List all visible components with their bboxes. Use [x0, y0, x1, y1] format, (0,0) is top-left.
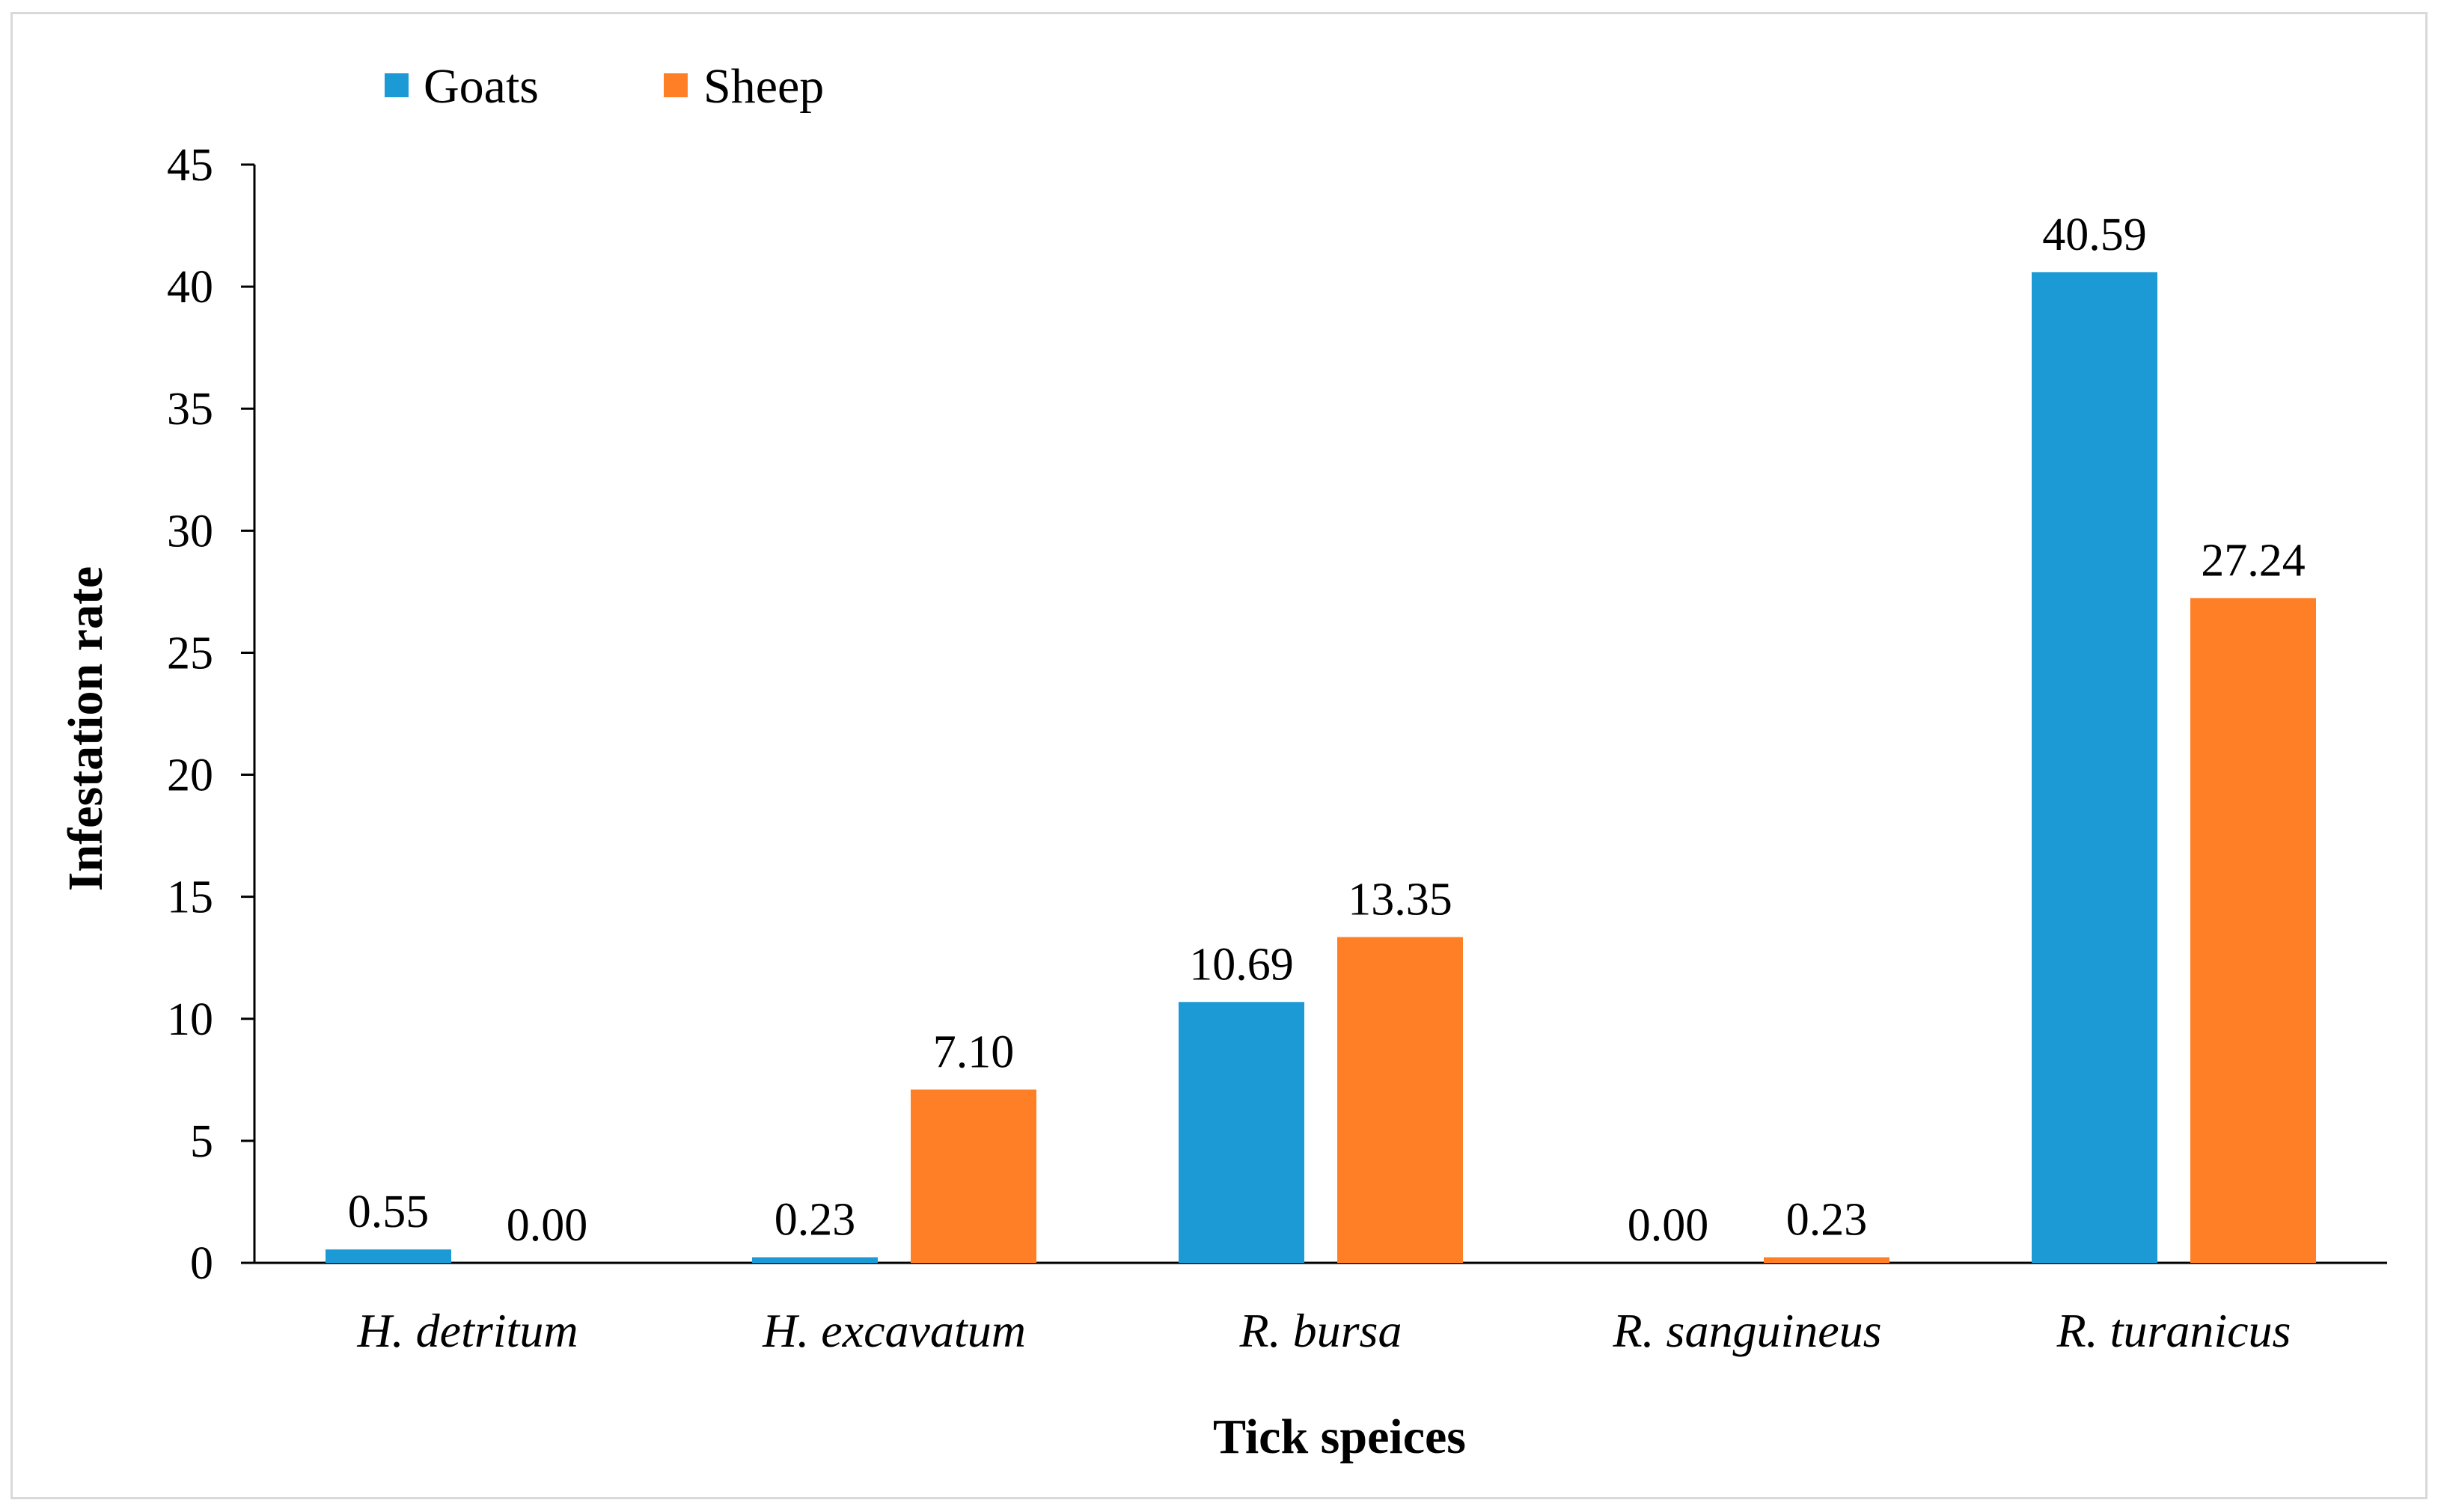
bars — [326, 272, 2316, 1263]
bar-sheep-1 — [911, 1089, 1036, 1263]
y-tick-label: 40 — [167, 262, 213, 313]
y-tick-label: 15 — [167, 872, 213, 923]
y-tick-label: 10 — [167, 994, 213, 1045]
axes — [253, 165, 2387, 1264]
data-label-sheep-1: 7.10 — [933, 1026, 1015, 1077]
y-tick-label: 5 — [190, 1116, 213, 1167]
data-labels: 0.55 0.00 0.23 7.10 10.69 13.35 0.00 0.23 40.59 2… — [348, 209, 2306, 1251]
data-label-goats-4: 40.59 — [2042, 209, 2147, 260]
data-label-goats-0: 0.55 — [348, 1187, 430, 1237]
y-axis-ticks: 0 5 10 15 20 25 30 35 40 45 — [167, 140, 254, 1289]
bar-sheep-2 — [1337, 937, 1463, 1263]
data-label-sheep-2: 13.35 — [1348, 874, 1452, 925]
bar-goats-4 — [2032, 272, 2157, 1263]
data-label-sheep-3: 0.23 — [1786, 1194, 1868, 1245]
x-axis-title: Tick speices — [1213, 1410, 1466, 1464]
data-label-sheep-0: 0.00 — [507, 1200, 588, 1251]
y-tick-label: 30 — [167, 506, 213, 557]
bar-sheep-4 — [2190, 598, 2316, 1263]
y-tick-label: 20 — [167, 750, 213, 801]
y-tick-label: 25 — [167, 628, 213, 679]
category-label: R. sanguineus — [1612, 1304, 1881, 1357]
legend-label-sheep: Sheep — [703, 59, 824, 114]
bar-goats-2 — [1179, 1002, 1304, 1263]
category-labels: H. detritum H. excavatum R. bursa R. sangui… — [356, 1304, 2291, 1357]
data-label-goats-1: 0.23 — [775, 1194, 856, 1245]
y-tick-label: 0 — [190, 1238, 213, 1289]
bar-goats-0 — [326, 1249, 451, 1263]
category-label: R. turanicus — [2056, 1304, 2291, 1357]
legend: Goats Sheep — [385, 59, 824, 114]
data-label-goats-3: 0.00 — [1628, 1200, 1709, 1251]
category-label: H. detritum — [356, 1304, 578, 1357]
y-tick-label: 35 — [167, 384, 213, 435]
category-label: R. bursa — [1239, 1304, 1402, 1357]
y-axis-title: Infestation rate — [58, 566, 113, 891]
legend-label-goats: Goats — [424, 59, 539, 114]
category-label: H. excavatum — [762, 1304, 1026, 1357]
bar-goats-1 — [752, 1257, 878, 1263]
bar-sheep-3 — [1764, 1257, 1889, 1263]
legend-swatch-goats — [385, 73, 409, 97]
y-tick-label: 45 — [167, 140, 213, 191]
data-label-sheep-4: 27.24 — [2201, 535, 2306, 586]
data-label-goats-2: 10.69 — [1189, 939, 1294, 990]
legend-swatch-sheep — [664, 73, 688, 97]
